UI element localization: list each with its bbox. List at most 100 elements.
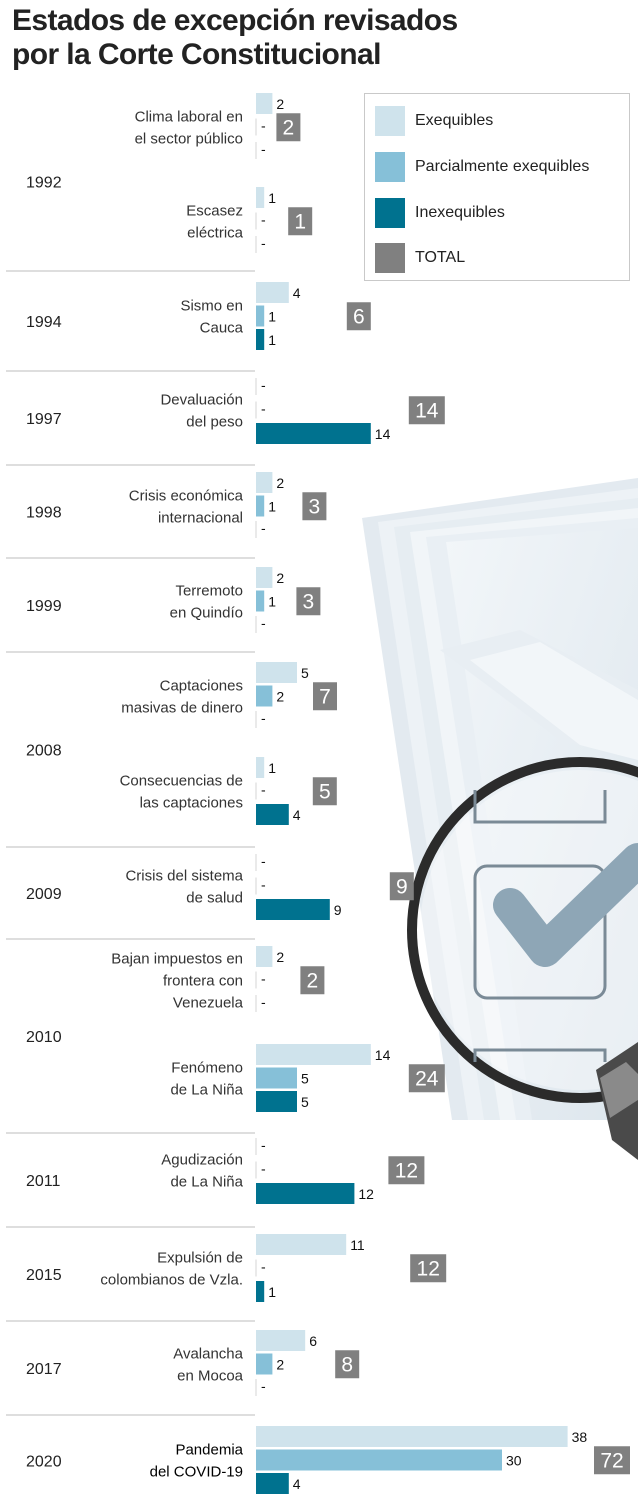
- event-label: Crisis del sistema: [125, 867, 243, 884]
- event-label: Clima laboral en: [135, 108, 243, 125]
- missing-value-dash: -: [261, 520, 266, 536]
- missing-value-dash: -: [261, 971, 266, 987]
- legend-item-parcial: Parcialmente exequibles: [375, 152, 589, 182]
- event-label: Cauca: [200, 319, 244, 336]
- event-label: Sismo en: [180, 297, 243, 314]
- missing-value-dash: -: [261, 994, 266, 1010]
- year-label: 2015: [26, 1267, 62, 1284]
- event-label: masivas de dinero: [121, 699, 243, 716]
- total-box: [410, 1254, 447, 1283]
- event-label: Avalancha: [173, 1345, 243, 1362]
- value-label: 1: [268, 190, 276, 206]
- total-label: 24: [415, 1067, 439, 1090]
- total-box: [276, 113, 301, 142]
- event-label: Captaciones: [160, 677, 243, 694]
- total-box: [389, 872, 414, 901]
- value-label: 6: [309, 1333, 317, 1349]
- legend-label: Exequibles: [415, 112, 494, 129]
- missing-value-dash: -: [261, 853, 266, 869]
- bar-inexequibles: [256, 1473, 289, 1494]
- value-label: 5: [301, 1094, 309, 1110]
- total-label: 12: [417, 1257, 440, 1280]
- value-label: 11: [350, 1237, 365, 1253]
- legend-item-exequibles: Exequibles: [375, 106, 493, 136]
- total-label: 2: [307, 969, 319, 992]
- value-label: 12: [358, 1186, 374, 1202]
- bar-parcial: [256, 305, 265, 327]
- value-label: 2: [276, 96, 284, 112]
- total-box: [408, 396, 445, 425]
- bar-inexequibles: [256, 423, 371, 444]
- value-label: 2: [276, 475, 284, 491]
- missing-value-dash: -: [261, 710, 266, 726]
- bar-exequibles: [256, 1330, 306, 1351]
- bar-exequibles: [256, 1044, 371, 1065]
- missing-value-dash: -: [261, 1259, 266, 1275]
- year-label: 2017: [26, 1361, 62, 1378]
- event-label: de La Niña: [170, 1081, 243, 1098]
- event-label: Agudización: [161, 1151, 243, 1168]
- legend-item-inexequibles: Inexequibles: [375, 198, 505, 228]
- missing-value-dash: -: [261, 401, 266, 417]
- chart-title: Estados de excepción revisados por la Cor…: [12, 4, 458, 71]
- year-label: 2010: [26, 1029, 62, 1046]
- event-label: el sector público: [135, 130, 243, 147]
- total-label: 1: [294, 210, 306, 233]
- value-label: 1: [268, 499, 276, 515]
- total-box: [313, 682, 337, 711]
- missing-value-dash: -: [261, 377, 266, 393]
- bar-parcial: [256, 1449, 502, 1471]
- event-label: Pandemia: [175, 1441, 243, 1458]
- bar-exequibles: [256, 757, 265, 778]
- year-label: 1999: [26, 598, 62, 615]
- value-label: 30: [506, 1453, 522, 1469]
- missing-value-dash: -: [261, 141, 266, 157]
- total-label: 12: [395, 1159, 418, 1182]
- missing-value-dash: -: [261, 212, 266, 228]
- bar-exequibles: [256, 1426, 568, 1447]
- legend: Exequibles Parcialmente exequibles Inexe…: [364, 93, 630, 281]
- missing-value-dash: -: [261, 782, 266, 798]
- value-label: 9: [334, 902, 342, 918]
- event-label: Bajan impuestos en: [111, 950, 243, 967]
- event-label: en Mocoa: [177, 1367, 244, 1384]
- event-label: eléctrica: [187, 224, 244, 241]
- total-label: 5: [319, 780, 331, 803]
- total-box: [288, 207, 313, 236]
- value-label: 4: [293, 1476, 301, 1492]
- missing-value-dash: -: [261, 1161, 266, 1177]
- total-label: 6: [353, 305, 365, 328]
- event-label: internacional: [158, 509, 243, 526]
- event-label: las captaciones: [140, 794, 243, 811]
- year-label: 1997: [26, 411, 62, 428]
- total-label: 72: [600, 1449, 623, 1472]
- value-label: 1: [268, 760, 276, 776]
- total-box: [302, 492, 327, 521]
- total-label: 2: [283, 116, 295, 139]
- value-label: 4: [293, 807, 301, 823]
- value-label: 1: [268, 309, 276, 325]
- legend-item-total: TOTAL: [375, 243, 465, 273]
- value-label: 1: [268, 1284, 276, 1300]
- total-label: 9: [396, 875, 408, 898]
- bar-exequibles: [256, 662, 297, 683]
- total-box: [594, 1446, 630, 1475]
- event-label: de La Niña: [170, 1173, 243, 1190]
- event-label: Expulsión de: [157, 1249, 243, 1266]
- missing-value-dash: -: [261, 615, 266, 631]
- value-label: 5: [301, 665, 309, 681]
- total-label: 8: [341, 1353, 353, 1376]
- bar-inexequibles: [256, 1091, 297, 1112]
- year-label: 1998: [26, 505, 62, 522]
- event-label: del COVID-19: [150, 1463, 243, 1480]
- missing-value-dash: -: [261, 118, 266, 134]
- total-box: [408, 1064, 445, 1093]
- bar-inexequibles: [256, 899, 330, 920]
- year-label: 1992: [26, 175, 62, 192]
- bar-exequibles: [256, 472, 273, 493]
- event-label: en Quindío: [170, 604, 243, 621]
- year-label: 2009: [26, 886, 62, 903]
- bar-parcial: [256, 685, 273, 707]
- bar-exequibles: [256, 93, 273, 114]
